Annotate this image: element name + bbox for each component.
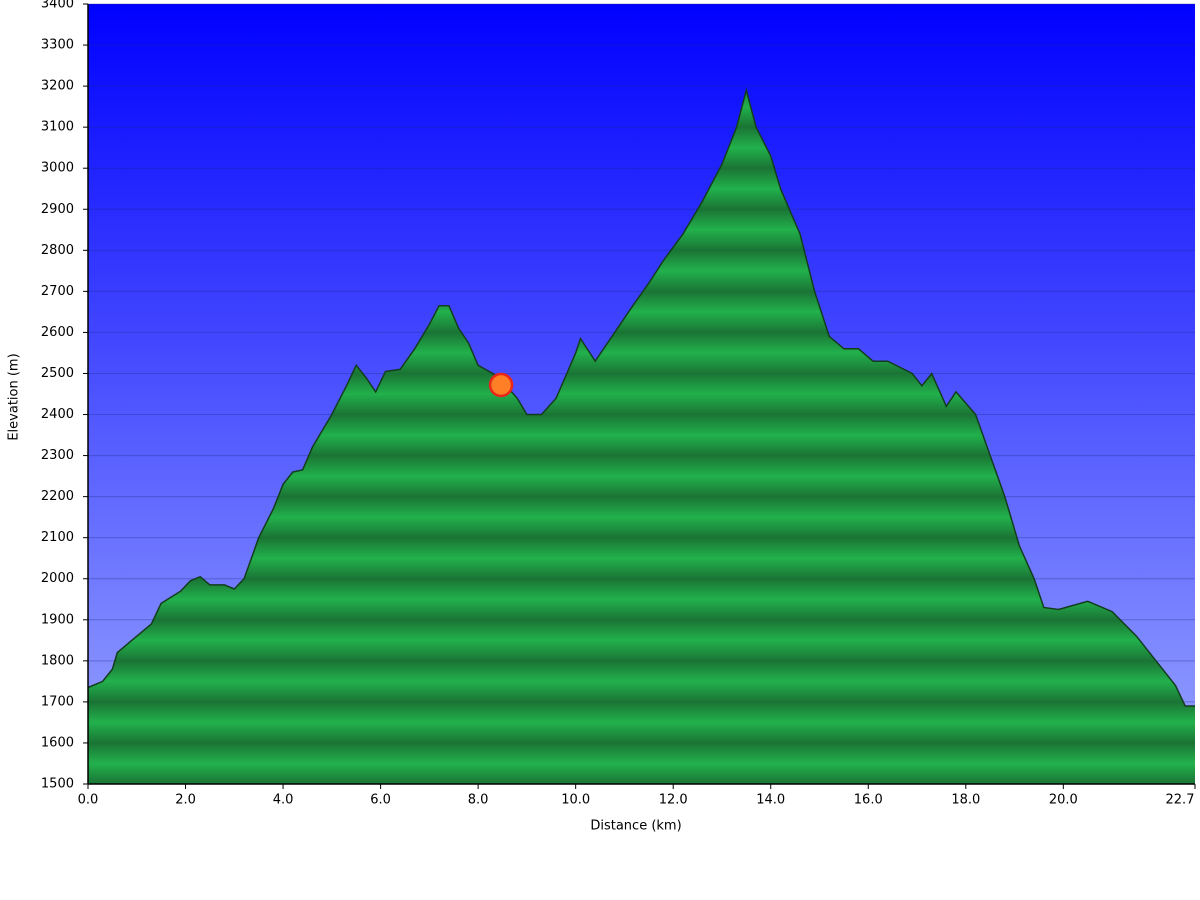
- x-tick-label: 0.0: [78, 793, 99, 808]
- elevation-area: [88, 90, 1195, 784]
- y-tick-label: 3300: [41, 38, 74, 53]
- x-tick-label: 4.0: [273, 793, 294, 808]
- y-tick-label: 2500: [41, 366, 74, 381]
- x-tick-label: 12.0: [659, 793, 688, 808]
- y-tick-label: 2200: [41, 489, 74, 504]
- x-tick-label: 8.0: [468, 793, 489, 808]
- y-tick-label: 2600: [41, 325, 74, 340]
- y-tick-label: 3400: [41, 0, 74, 12]
- y-tick-label: 2700: [41, 284, 74, 299]
- x-tick-label: 22.7: [1166, 793, 1195, 808]
- x-tick-label: 18.0: [951, 793, 980, 808]
- y-tick-label: 3000: [41, 161, 74, 176]
- y-tick-label: 3200: [41, 79, 74, 94]
- y-tick-label: 1800: [41, 653, 74, 668]
- x-tick-label: 16.0: [854, 793, 883, 808]
- y-tick-label: 2100: [41, 530, 74, 545]
- x-tick-label: 6.0: [370, 793, 391, 808]
- x-tick-label: 2.0: [175, 793, 196, 808]
- elevation-line: [87, 87, 1195, 707]
- y-tick-label: 1700: [41, 694, 74, 709]
- y-tick-label: 3100: [41, 120, 74, 135]
- y-axis-label: Elevation (m): [7, 353, 22, 440]
- x-tick-label: 14.0: [756, 793, 785, 808]
- y-tick-label: 2300: [41, 448, 74, 463]
- x-tick-label: 10.0: [561, 793, 590, 808]
- y-tick-label: 2800: [41, 243, 74, 258]
- y-tick-label: 2900: [41, 202, 74, 217]
- y-tick-label: 1900: [41, 612, 74, 627]
- x-tick-label: 20.0: [1049, 793, 1078, 808]
- x-axis-label: Distance (km): [590, 819, 681, 834]
- position-marker: [488, 372, 514, 398]
- y-tick-label: 1500: [41, 777, 74, 792]
- y-tick-label: 2000: [41, 571, 74, 586]
- y-tick-label: 1600: [41, 735, 74, 750]
- y-tick-label: 2400: [41, 407, 74, 422]
